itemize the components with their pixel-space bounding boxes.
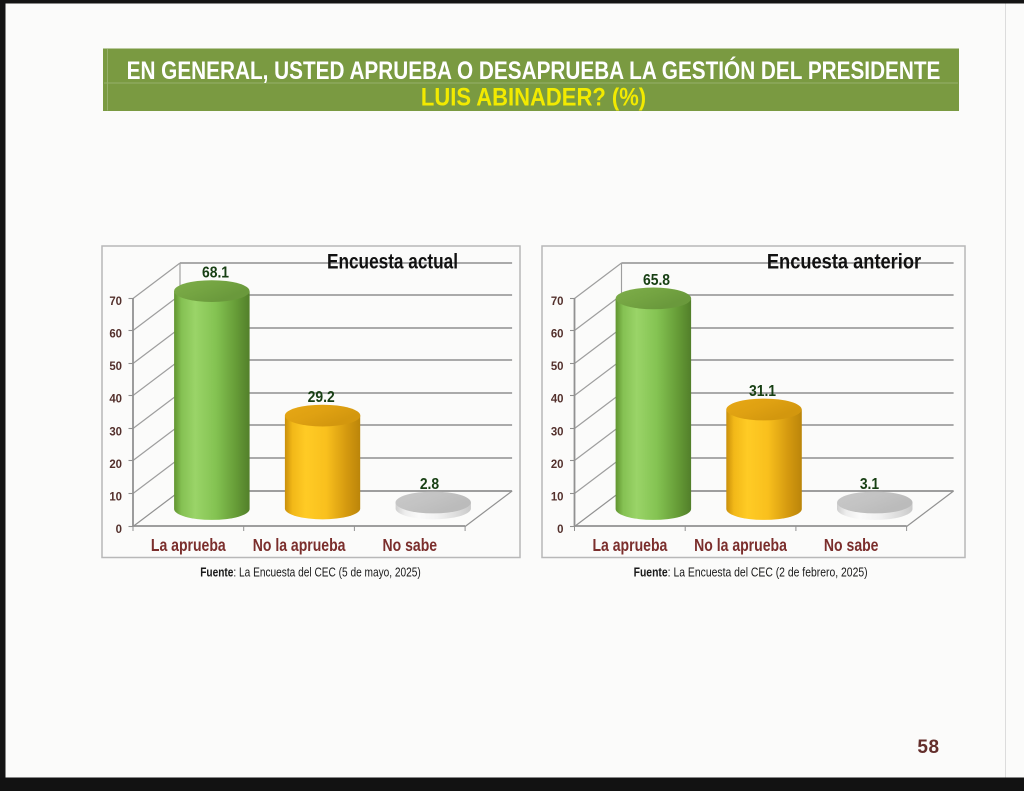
svg-text:65.8: 65.8	[643, 271, 670, 289]
svg-text:40: 40	[109, 392, 122, 405]
svg-text:No la aprueba: No la aprueba	[694, 535, 788, 555]
svg-text:La aprueba: La aprueba	[151, 535, 227, 555]
svg-text:60: 60	[551, 327, 564, 340]
svg-text:60: 60	[109, 327, 122, 340]
svg-text:2.8: 2.8	[420, 475, 439, 493]
svg-text:70: 70	[551, 295, 564, 308]
svg-text:EN GENERAL, USTED APRUEBA O DE: EN GENERAL, USTED APRUEBA O DESAPRUEBA L…	[127, 56, 941, 84]
svg-text:30: 30	[551, 425, 564, 438]
svg-text:Encuesta actual: Encuesta actual	[327, 251, 458, 274]
svg-text:0: 0	[116, 523, 123, 536]
svg-text:30: 30	[109, 425, 122, 438]
svg-text:40: 40	[551, 392, 564, 405]
svg-text:10: 10	[109, 490, 122, 503]
svg-text:0: 0	[557, 523, 564, 536]
svg-text:La aprueba: La aprueba	[592, 535, 668, 555]
svg-text:10: 10	[551, 490, 564, 503]
svg-text:No sabe: No sabe	[824, 535, 879, 555]
svg-text:70: 70	[109, 295, 122, 308]
svg-text:50: 50	[551, 360, 564, 373]
svg-text:20: 20	[551, 458, 564, 471]
svg-text:31.1: 31.1	[749, 382, 776, 400]
svg-text:50: 50	[109, 360, 122, 373]
svg-text:3.1: 3.1	[860, 475, 879, 493]
svg-text:68.1: 68.1	[202, 264, 229, 282]
svg-text:No la aprueba: No la aprueba	[253, 535, 347, 555]
svg-text:No sabe: No sabe	[383, 535, 438, 555]
svg-text:Encuesta anterior: Encuesta anterior	[767, 250, 922, 273]
svg-text:LUIS ABINADER? (%): LUIS ABINADER? (%)	[421, 83, 646, 111]
svg-text:Fuente: La Encuesta del CEC (5: Fuente: La Encuesta del CEC (5 de mayo, …	[200, 565, 421, 579]
svg-text:29.2: 29.2	[308, 388, 335, 406]
svg-text:58: 58	[917, 737, 939, 758]
svg-text:20: 20	[109, 458, 122, 471]
svg-text:Fuente: La Encuesta del CEC (2: Fuente: La Encuesta del CEC (2 de febrer…	[634, 565, 868, 579]
